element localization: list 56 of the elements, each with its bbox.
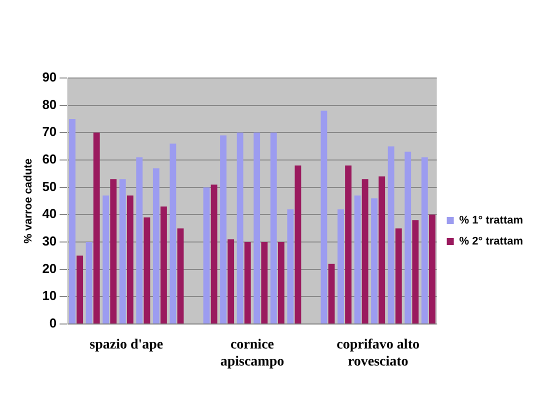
y-tick-label: 60	[42, 152, 57, 167]
bar	[270, 132, 277, 324]
bar	[203, 187, 210, 324]
legend-label: % 1° trattam	[459, 214, 524, 227]
legend-label: % 2° trattam	[459, 236, 524, 248]
bar	[412, 220, 419, 324]
bar	[428, 214, 436, 324]
bar	[220, 135, 226, 324]
bar	[76, 256, 84, 324]
bar	[236, 132, 244, 324]
text: cornice apiscampo	[220, 338, 284, 370]
y-tick-label: 30	[42, 234, 57, 249]
y-axis-title: % varroe cadute	[22, 158, 35, 244]
bar	[388, 146, 394, 324]
bar	[93, 132, 100, 324]
y-tick-label: 10	[42, 288, 57, 304]
bar	[136, 157, 143, 324]
bar	[170, 144, 176, 324]
bar	[421, 157, 428, 324]
bar	[362, 179, 368, 324]
bar	[126, 196, 134, 324]
bar	[404, 152, 412, 324]
bar	[119, 179, 126, 324]
bar	[287, 209, 294, 324]
bar	[320, 110, 328, 324]
bar	[177, 228, 184, 324]
y-tick-label: 90	[42, 70, 57, 85]
bar	[210, 184, 218, 324]
bar	[160, 206, 167, 324]
bar	[378, 176, 386, 324]
bar	[345, 165, 352, 324]
bar	[328, 264, 335, 324]
bar	[144, 217, 150, 324]
bar	[228, 239, 234, 324]
bar	[110, 179, 117, 324]
bar	[395, 228, 402, 324]
y-tick-label: 40	[42, 206, 57, 222]
y-tick-label: 0	[49, 316, 57, 331]
bar	[294, 165, 302, 324]
bar	[69, 119, 76, 324]
y-tick-label: 70	[42, 124, 57, 140]
bar	[254, 132, 260, 324]
bar	[371, 198, 378, 324]
y-tick-label: 20	[42, 260, 57, 276]
bar	[86, 242, 92, 324]
text: spazio d'ape	[90, 338, 164, 353]
bar	[354, 196, 361, 324]
bar	[244, 242, 251, 324]
y-tick-label: 50	[42, 178, 57, 194]
bar	[102, 196, 110, 324]
text: coprifavo alto rovesciato	[336, 338, 420, 370]
bar	[338, 209, 344, 324]
bar	[152, 168, 160, 324]
bar	[278, 242, 284, 324]
bar	[261, 242, 268, 324]
y-tick-label: 80	[42, 96, 57, 112]
